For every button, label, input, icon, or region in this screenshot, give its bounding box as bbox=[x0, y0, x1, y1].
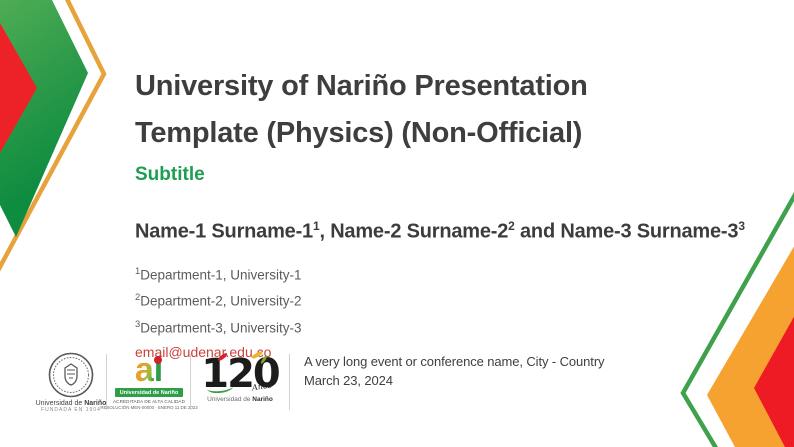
number-120-text: 120 bbox=[201, 351, 280, 397]
anniversary-number: 120 Años bbox=[201, 350, 281, 395]
author-name-1: Name-1 Surname-1 bbox=[135, 220, 313, 243]
seal-caption-bold: Nariño bbox=[84, 400, 107, 407]
page-title: University of Nariño Presentation Templa… bbox=[135, 63, 735, 157]
ai-caption-line-2: RESOLUCIÓN MEN-00000 · ENERO 11 DE 2023 bbox=[100, 405, 198, 410]
chevron-decoration-top-left bbox=[0, 0, 107, 272]
seal-caption-regular: Universidad de bbox=[35, 400, 85, 407]
author-separator-1: , bbox=[319, 220, 331, 243]
email-link[interactable]: email@udenar.edu.co bbox=[135, 344, 272, 361]
author-sup-3: 3 bbox=[738, 219, 745, 233]
footer-divider-1 bbox=[106, 354, 107, 410]
accreditation-ai-logo: ai Universidad de Nariño ACREDITADA DE A… bbox=[100, 351, 197, 410]
affiliation-text-2: Department-2, University-2 bbox=[140, 293, 302, 309]
seal-caption: Universidad de Nariño bbox=[36, 400, 107, 407]
affiliation-sup-1: 1 bbox=[135, 265, 141, 277]
author-name-3: Name-3 Surname-3 bbox=[560, 220, 739, 243]
affiliation-line-3: 3Department-3, University-3 bbox=[135, 313, 735, 340]
anniversary-caption: Universidad de Nariño bbox=[207, 396, 273, 403]
university-seal-icon bbox=[48, 352, 94, 398]
ai-caption-line-1: ACREDITADA DE ALTA CALIDAD bbox=[112, 399, 186, 404]
footer-divider-2 bbox=[190, 354, 191, 410]
university-seal-logo: Universidad de Nariño FUNDADA EN 1904 bbox=[36, 352, 106, 413]
green-chevron-shape bbox=[0, 0, 88, 237]
author-sup-1: 1 bbox=[312, 219, 320, 233]
red-diamond-shape-right bbox=[754, 316, 794, 447]
authors-line: Name-1 Surname-11, Name-2 Surname-22 and… bbox=[135, 219, 745, 244]
title-line-1: University of Nariño Presentation bbox=[135, 70, 588, 102]
affiliation-line-1: 1Department-1, University-1 bbox=[135, 260, 735, 287]
anniversary-120-logo: 120 Años Universidad de Nariño bbox=[196, 350, 284, 403]
title-block: University of Nariño Presentation Templa… bbox=[135, 63, 745, 361]
affiliation-text-1: Department-1, University-1 bbox=[140, 267, 302, 283]
event-info: A very long event or conference name, Ci… bbox=[304, 352, 605, 390]
yellow-chevron-outline bbox=[0, 0, 107, 272]
footer-divider-3 bbox=[289, 354, 290, 410]
affiliations-block: 1Department-1, University-1 2Department-… bbox=[135, 260, 735, 340]
affiliation-sup-3: 3 bbox=[135, 318, 141, 330]
event-date: March 23, 2024 bbox=[304, 372, 393, 388]
affiliation-text-3: Department-3, University-3 bbox=[140, 320, 302, 336]
author-separator-2: and bbox=[514, 220, 561, 243]
i-dot-accent-icon bbox=[154, 356, 163, 364]
anniversary-caption-bold: Nariño bbox=[252, 396, 273, 403]
ai-wordmark-icon: ai bbox=[134, 351, 164, 389]
author-sup-2: 2 bbox=[508, 219, 515, 233]
title-line-2: Template (Physics) (Non-Official) bbox=[135, 117, 583, 149]
seal-subcaption: FUNDADA EN 1904 bbox=[41, 407, 101, 413]
affiliation-line-2: 2Department-2, University-2 bbox=[135, 286, 735, 313]
ai-letter-a: a bbox=[134, 351, 154, 389]
event-name: A very long event or conference name, Ci… bbox=[304, 354, 605, 369]
affiliation-sup-2: 2 bbox=[135, 292, 141, 304]
anniversary-caption-regular: Universidad de bbox=[207, 396, 253, 403]
slide-subtitle: Subtitle bbox=[135, 164, 205, 185]
footer: Universidad de Nariño FUNDADA EN 1904 ai… bbox=[36, 350, 605, 413]
ai-letter-i: i bbox=[153, 351, 164, 389]
ai-banner: Universidad de Nariño bbox=[115, 388, 183, 397]
red-diamond-shape bbox=[0, 23, 37, 153]
author-name-2: Name-2 Surname-2 bbox=[330, 220, 509, 243]
